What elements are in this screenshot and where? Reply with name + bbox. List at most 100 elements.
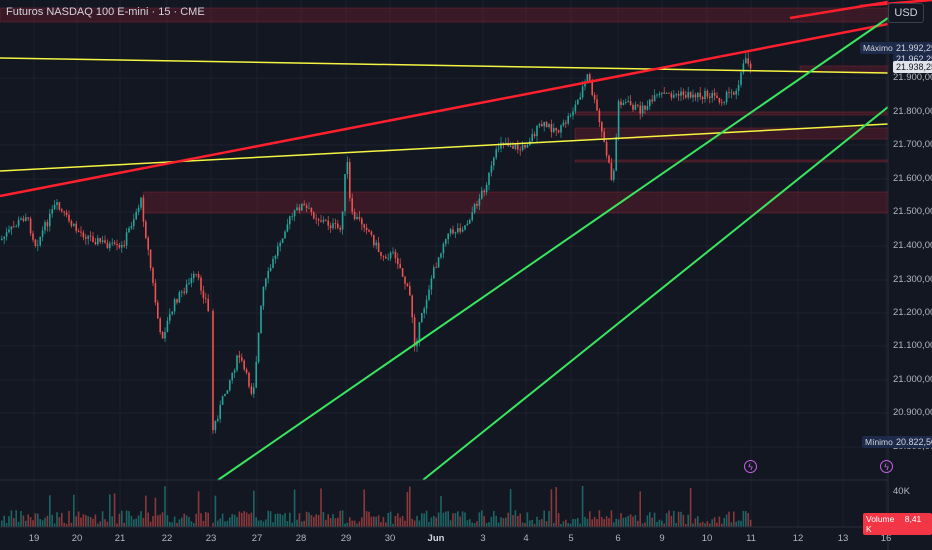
candle-body: [15, 226, 17, 227]
volume-bar: [689, 487, 692, 527]
volume-bar: [361, 517, 363, 527]
candle-body: [697, 92, 699, 98]
candle-body: [464, 225, 466, 230]
volume-bar: [745, 511, 747, 527]
max-label: Máximo: [860, 42, 896, 54]
volume-bar: [49, 495, 51, 527]
candle-body: [193, 273, 195, 279]
volume-bar: [572, 518, 574, 527]
candle-body: [596, 99, 598, 111]
candle-body: [190, 278, 193, 284]
candle-body: [53, 204, 56, 210]
candle-body: [317, 219, 320, 221]
volume-bar: [545, 521, 548, 527]
candle-body: [447, 233, 449, 240]
volume-bar: [692, 523, 694, 527]
flash-icon-axis[interactable]: ϟ: [880, 460, 893, 473]
candle-body: [157, 302, 159, 319]
volume-bar: [620, 513, 622, 527]
candle-body: [22, 218, 25, 221]
volume-bar: [365, 511, 368, 527]
flash-icon[interactable]: ϟ: [744, 460, 757, 473]
volume-bar: [75, 516, 77, 527]
volume-bar: [459, 516, 461, 527]
candle-body: [373, 234, 375, 246]
volume-bar: [557, 513, 560, 527]
time-tick-label: 6: [615, 533, 621, 544]
candle-body: [577, 99, 579, 105]
volume-bar: [80, 517, 82, 527]
volume-bar: [356, 523, 358, 527]
candle-body: [627, 101, 629, 103]
volume-bar: [248, 514, 250, 527]
candle-body: [207, 298, 209, 311]
volume-bar: [224, 521, 226, 527]
volume-bar: [495, 515, 497, 527]
candle-body: [37, 245, 39, 247]
volume-bar: [584, 516, 586, 527]
volume-bar: [485, 522, 488, 527]
candle-body: [423, 308, 425, 314]
currency-button[interactable]: USD: [888, 3, 924, 23]
candle-body: [368, 230, 370, 232]
volume-bar: [560, 523, 562, 527]
candle-body: [161, 332, 164, 339]
candle-body: [118, 245, 121, 248]
candle-body: [680, 91, 682, 96]
volume-bar: [579, 523, 581, 527]
candle-body: [286, 224, 289, 232]
candle-body: [581, 86, 584, 98]
candle-body: [200, 277, 202, 291]
price-tick-label: 21.300,00: [893, 274, 932, 285]
candle-body: [63, 211, 65, 213]
volume-bar: [262, 521, 265, 527]
candle-body: [740, 72, 742, 85]
candle-body: [248, 372, 250, 387]
volume-bar: [265, 519, 267, 527]
candle-body: [214, 420, 217, 431]
volume-bar: [351, 520, 353, 527]
volume-bar: [226, 520, 229, 527]
red-trendline: [0, 22, 889, 198]
volume-bar: [185, 515, 188, 527]
candle-body: [701, 97, 704, 100]
volume-bar: [217, 520, 219, 527]
volume-bar: [639, 491, 641, 527]
volume-bar: [315, 514, 317, 527]
time-tick-label: 30: [384, 533, 396, 544]
volume-bar: [507, 512, 509, 527]
candle-body: [99, 238, 101, 242]
candle-body: [308, 207, 310, 209]
candle-body: [459, 227, 461, 232]
candle-body: [70, 221, 73, 226]
candle-body: [637, 104, 639, 106]
candle-body: [197, 274, 200, 278]
candle-body: [221, 396, 224, 405]
candle-body: [25, 217, 27, 221]
candle-body: [742, 63, 745, 73]
candle-body: [85, 237, 87, 239]
candle-body: [185, 284, 188, 294]
price-tick-label: 21.600,00: [893, 173, 932, 184]
volume-bar: [32, 520, 34, 527]
candle-body: [389, 252, 392, 259]
candle-body: [605, 141, 608, 156]
volume-bar: [161, 512, 164, 527]
volume-bar: [181, 517, 183, 527]
candle-body: [13, 226, 15, 228]
volume-bar: [205, 511, 207, 527]
volume-bar: [694, 518, 697, 527]
candle-body: [65, 212, 68, 215]
volume-bar: [166, 515, 169, 527]
volume-bar: [663, 523, 665, 527]
volume-bar: [401, 515, 404, 527]
candle-body: [10, 226, 13, 230]
volume-bar: [389, 511, 392, 527]
volume-bar: [308, 512, 310, 527]
candle-body: [550, 124, 553, 133]
volume-label: Volume 8,41 K: [863, 513, 932, 535]
candle-body: [401, 268, 404, 277]
volume-bar: [749, 519, 752, 527]
volume-bar: [567, 523, 569, 527]
